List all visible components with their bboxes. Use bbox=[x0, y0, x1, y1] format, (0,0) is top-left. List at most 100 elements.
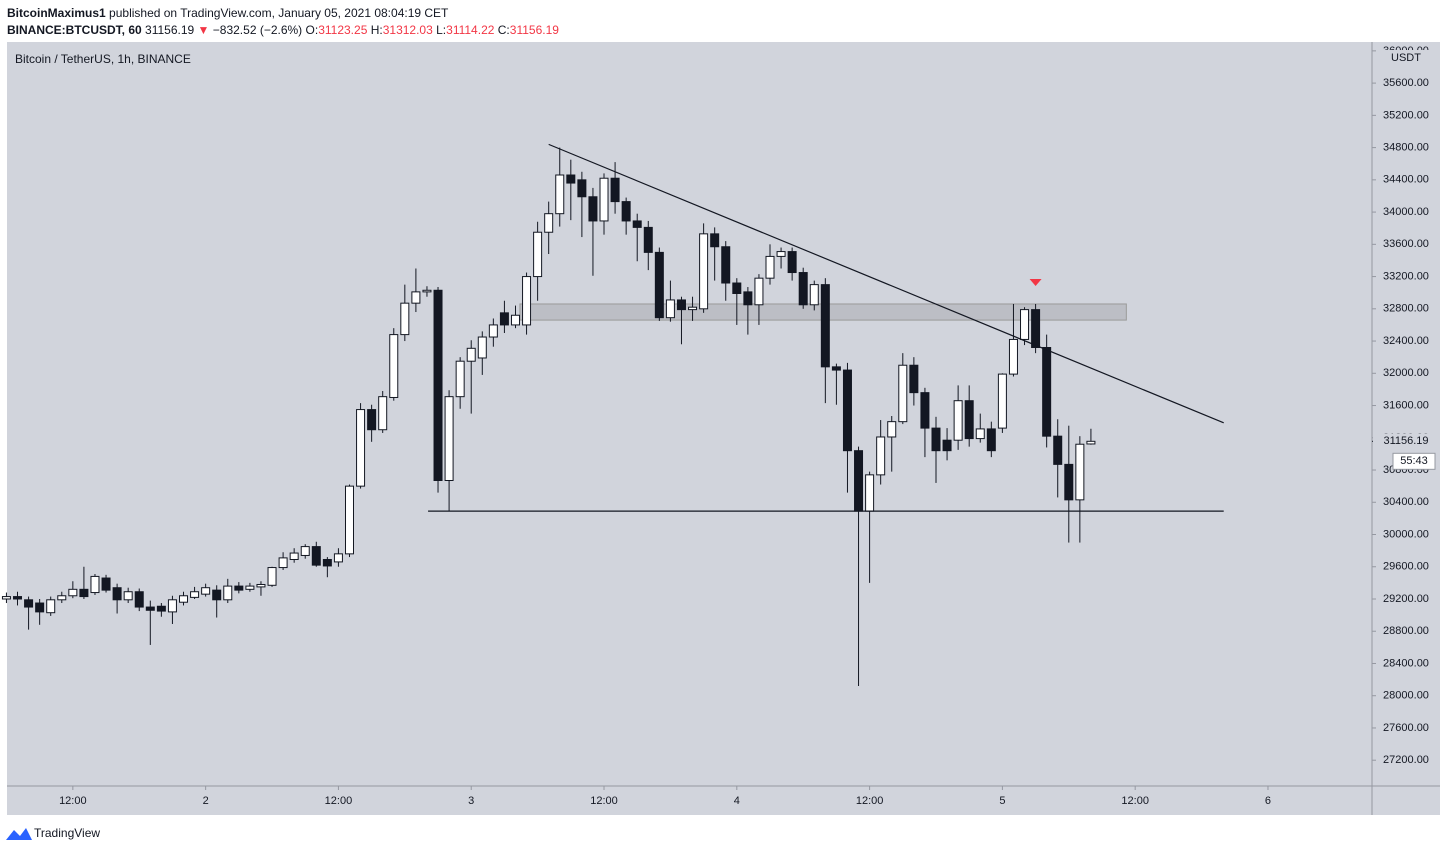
y-tick-label: 32400.00 bbox=[1383, 335, 1429, 347]
candle-body bbox=[854, 450, 864, 512]
y-tick-label: 27600.00 bbox=[1383, 722, 1429, 734]
o-label: O: bbox=[305, 23, 319, 37]
candle-body bbox=[688, 306, 698, 311]
y-tick-label: 30000.00 bbox=[1383, 528, 1429, 540]
y-tick-label: 30400.00 bbox=[1383, 496, 1429, 508]
candle-body bbox=[643, 226, 653, 253]
candle-body bbox=[123, 591, 133, 601]
chart-background bbox=[7, 42, 1440, 815]
candle-body bbox=[610, 177, 620, 203]
candle-body bbox=[997, 373, 1007, 429]
candle-body bbox=[422, 289, 432, 293]
candle-body bbox=[411, 291, 421, 304]
candle-body bbox=[842, 369, 852, 452]
symbol: BINANCE:BTCUSDT, 60 bbox=[7, 23, 142, 37]
y-tick-label: 35200.00 bbox=[1383, 109, 1429, 121]
candle-body bbox=[112, 587, 122, 601]
candle-body bbox=[566, 174, 576, 184]
y-tick-label: 34400.00 bbox=[1383, 174, 1429, 186]
x-tick-label: 5 bbox=[999, 795, 1005, 807]
candle-body bbox=[522, 276, 532, 326]
x-tick-label: 12:00 bbox=[1121, 795, 1149, 807]
last-price-bg bbox=[1373, 433, 1439, 450]
y-tick-label: 31600.00 bbox=[1383, 399, 1429, 411]
y-tick-label: 32000.00 bbox=[1383, 367, 1429, 379]
candle-body bbox=[776, 251, 786, 257]
candle-body bbox=[831, 366, 841, 371]
candle-body bbox=[699, 233, 709, 310]
candle-body bbox=[24, 599, 34, 608]
o-value: 31123.25 bbox=[318, 23, 368, 37]
candle-body bbox=[1, 596, 11, 600]
candle-body bbox=[632, 220, 642, 228]
y-tick-label: 27200.00 bbox=[1383, 754, 1429, 766]
candle-body bbox=[621, 201, 631, 222]
candle-body bbox=[35, 602, 45, 613]
candle-body bbox=[134, 591, 144, 608]
candle-body bbox=[79, 588, 89, 598]
candle-body bbox=[887, 421, 897, 438]
header: BitcoinMaximus1 published on TradingView… bbox=[7, 5, 559, 39]
candle-body bbox=[920, 392, 930, 429]
candle-body bbox=[588, 196, 598, 222]
candle-body bbox=[798, 272, 808, 306]
candle-body bbox=[865, 474, 875, 512]
last: 31156.19 bbox=[145, 23, 195, 37]
candle-body bbox=[389, 334, 399, 398]
candle-body bbox=[1086, 440, 1096, 445]
candle-body bbox=[676, 299, 686, 311]
publish-line: BitcoinMaximus1 published on TradingView… bbox=[7, 5, 559, 22]
y-tick-label: 33200.00 bbox=[1383, 270, 1429, 282]
candle-body bbox=[333, 553, 343, 563]
y-tick-label: 34800.00 bbox=[1383, 142, 1429, 154]
candle-body bbox=[986, 428, 996, 452]
candle-body bbox=[201, 587, 211, 595]
candle-body bbox=[1020, 309, 1030, 340]
candle-body bbox=[256, 583, 266, 588]
c-label: C: bbox=[497, 23, 510, 37]
x-tick-label: 12:00 bbox=[325, 795, 353, 807]
c-value: 31156.19 bbox=[509, 23, 559, 37]
candle-body bbox=[544, 213, 554, 233]
sell-marker bbox=[1029, 279, 1042, 287]
candle-body bbox=[809, 284, 819, 306]
chart-title: Bitcoin / TetherUS, 1h, BINANCE bbox=[15, 52, 191, 66]
change: −832.52 (−2.6%) bbox=[212, 23, 303, 37]
candle-body bbox=[898, 364, 908, 423]
l-label: L: bbox=[436, 23, 447, 37]
y-tick-label: 33600.00 bbox=[1383, 238, 1429, 250]
candle-body bbox=[68, 588, 78, 597]
candle-body bbox=[975, 428, 985, 440]
candle-body bbox=[378, 396, 388, 431]
candle-body bbox=[1064, 463, 1074, 501]
candle-body bbox=[876, 436, 886, 476]
y-tick-label: 35600.00 bbox=[1383, 77, 1429, 89]
author: BitcoinMaximus1 bbox=[7, 6, 106, 20]
candle-body bbox=[654, 251, 664, 319]
candle-body bbox=[1031, 309, 1041, 348]
candle-body bbox=[510, 314, 520, 326]
x-tick-label: 6 bbox=[1265, 795, 1271, 807]
change-arrow: ▼ bbox=[197, 23, 210, 37]
y-tick-label: 29600.00 bbox=[1383, 561, 1429, 573]
candle-body bbox=[942, 439, 952, 452]
candle-body bbox=[356, 409, 366, 487]
x-tick-label: 12:00 bbox=[59, 795, 87, 807]
candle-body bbox=[289, 552, 299, 560]
quote-line: BINANCE:BTCUSDT, 60 31156.19 ▼ −832.52 (… bbox=[7, 22, 559, 39]
countdown-bg bbox=[1392, 452, 1436, 470]
candle-body bbox=[300, 546, 310, 556]
candle-body bbox=[278, 557, 288, 569]
candle-body bbox=[743, 291, 753, 306]
candle-body bbox=[212, 589, 222, 601]
candle-body bbox=[477, 336, 487, 359]
candle-body bbox=[732, 282, 742, 294]
candle-body bbox=[499, 312, 509, 326]
candle-body bbox=[1042, 346, 1052, 437]
l-value: 31114.22 bbox=[446, 23, 495, 37]
candle-body bbox=[555, 174, 565, 215]
candle-body bbox=[577, 179, 587, 198]
candle-body bbox=[599, 177, 609, 222]
candle-body bbox=[223, 585, 233, 601]
candle-body bbox=[156, 605, 166, 612]
